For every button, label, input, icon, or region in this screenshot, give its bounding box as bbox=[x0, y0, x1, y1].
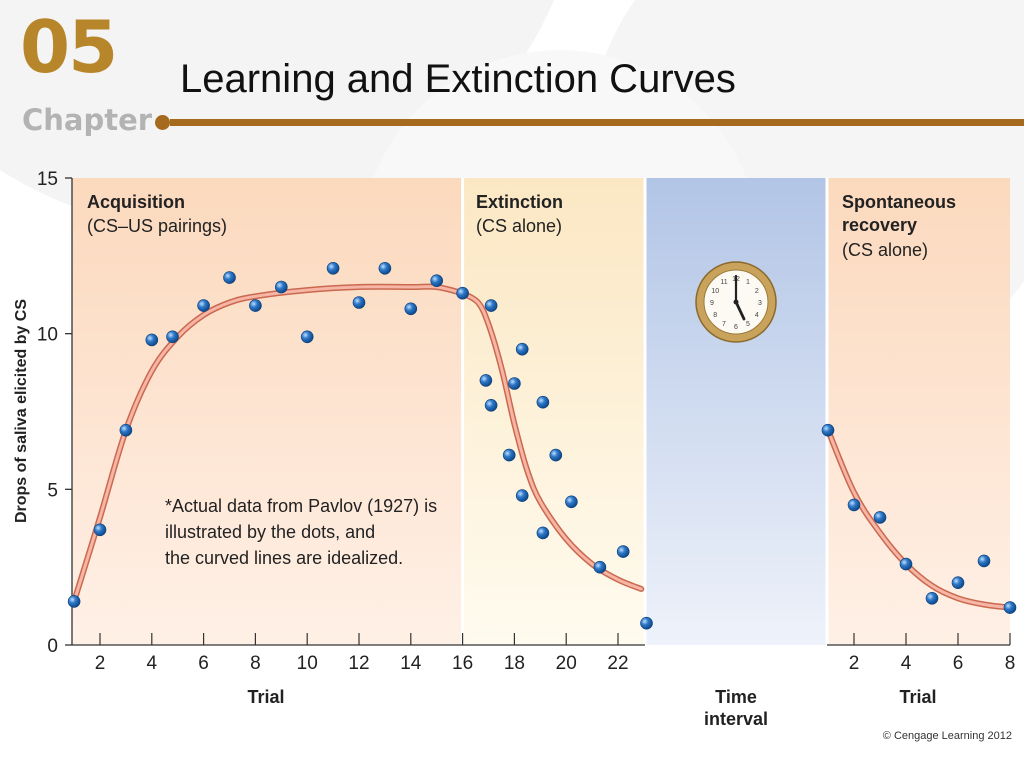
extinction-data-point bbox=[484, 398, 498, 412]
recovery-data-point bbox=[1003, 601, 1017, 614]
acquisition-data-point bbox=[197, 299, 210, 312]
recovery-data-point bbox=[951, 576, 965, 590]
title-rule bbox=[170, 119, 1024, 126]
extinction-data-point bbox=[616, 545, 630, 558]
x-tick-label: 4 bbox=[901, 653, 912, 674]
copyright-notice: © Cengage Learning 2012 bbox=[882, 730, 1012, 742]
acquisition-data-point bbox=[456, 286, 469, 300]
acquisition-data-point bbox=[274, 280, 288, 294]
clock-numeral: 7 bbox=[722, 321, 726, 328]
y-tick-label: 15 bbox=[37, 169, 58, 190]
x-tick-label: 22 bbox=[607, 653, 628, 674]
recovery-data-point bbox=[873, 511, 887, 524]
recovery-data-point bbox=[847, 498, 861, 512]
y-axis-title: Drops of saliva elicited by CS bbox=[13, 299, 30, 523]
x-tick-label: 20 bbox=[556, 653, 577, 674]
acquisition-data-point bbox=[404, 302, 418, 316]
clock-numeral: 4 bbox=[755, 312, 759, 319]
acquisition-data-point bbox=[67, 595, 81, 608]
recovery-data-point bbox=[821, 423, 835, 437]
x-tick-label: 8 bbox=[1005, 653, 1016, 674]
chapter-number: 05 bbox=[20, 5, 118, 89]
x-axis-title-trial-recovery: Trial bbox=[899, 687, 936, 707]
panel-label-recovery: Spontaneous bbox=[842, 192, 956, 212]
note-line: illustrated by the dots, and bbox=[165, 522, 375, 542]
extinction-data-point bbox=[502, 448, 516, 462]
title-rule-dot bbox=[155, 115, 170, 130]
x-tick-label: 14 bbox=[400, 653, 422, 674]
x-tick-label: 4 bbox=[147, 653, 158, 674]
clock-numeral: 11 bbox=[720, 279, 727, 286]
extinction-data-point bbox=[515, 489, 529, 502]
clock-numeral: 9 bbox=[710, 300, 714, 307]
clock-icon: 123456789101112 bbox=[695, 261, 777, 343]
x-tick-label: 16 bbox=[452, 653, 473, 674]
extinction-data-point bbox=[536, 395, 550, 409]
panel-sublabel-recovery: (CS alone) bbox=[842, 240, 928, 260]
note-line: the curved lines are idealized. bbox=[165, 548, 403, 568]
clock-numeral: 8 bbox=[713, 312, 717, 319]
time-interval-panel bbox=[645, 178, 827, 645]
panel-label-recovery: recovery bbox=[842, 215, 917, 235]
x-tick-label: 6 bbox=[953, 653, 964, 674]
x-axis-title-time: interval bbox=[704, 709, 768, 729]
recovery-data-point bbox=[899, 557, 913, 571]
acquisition-data-point bbox=[378, 261, 392, 275]
clock-numeral: 1 bbox=[746, 279, 750, 286]
acquisition-data-point bbox=[300, 330, 314, 344]
slide-title: Learning and Extinction Curves bbox=[180, 57, 736, 101]
extinction-data-point bbox=[565, 495, 578, 509]
acquisition-data-point bbox=[145, 333, 159, 347]
acquisition-panel bbox=[72, 178, 463, 645]
clock-numeral: 10 bbox=[711, 288, 719, 295]
y-tick-label: 0 bbox=[47, 636, 58, 657]
clock-numeral: 2 bbox=[755, 288, 759, 295]
extinction-data-point bbox=[515, 342, 529, 356]
extinction-data-point bbox=[640, 616, 653, 630]
x-tick-label: 10 bbox=[297, 653, 318, 674]
extinction-data-point bbox=[549, 448, 563, 462]
extinction-data-point bbox=[484, 299, 498, 312]
x-tick-label: 18 bbox=[504, 653, 525, 674]
extinction-data-point bbox=[593, 560, 607, 574]
recovery-panel bbox=[827, 178, 1010, 645]
acquisition-curve bbox=[72, 285, 465, 603]
acquisition-data-point bbox=[166, 330, 179, 344]
panel-label-extinction: Extinction bbox=[476, 192, 563, 212]
chapter-label: Chapter bbox=[22, 103, 153, 137]
acquisition-data-point bbox=[326, 261, 340, 275]
x-tick-label: 2 bbox=[849, 653, 860, 674]
x-axis-title-time: Time bbox=[715, 687, 757, 707]
panel-sublabel-extinction: (CS alone) bbox=[476, 216, 562, 236]
acquisition-data-point bbox=[249, 299, 262, 312]
note-line: *Actual data from Pavlov (1927) is bbox=[165, 496, 437, 516]
acquisition-data-point bbox=[119, 423, 133, 437]
extinction-data-point bbox=[479, 374, 493, 387]
x-tick-label: 2 bbox=[95, 653, 106, 674]
clock-hour-hand bbox=[734, 300, 746, 321]
y-tick-label: 10 bbox=[37, 325, 58, 346]
acquisition-data-point bbox=[352, 296, 366, 309]
y-tick-label: 5 bbox=[47, 480, 58, 501]
x-axis-title-trial: Trial bbox=[247, 687, 284, 707]
panel-sublabel-acquisition: (CS–US pairings) bbox=[87, 216, 227, 236]
extinction-panel bbox=[462, 178, 645, 645]
clock-numeral: 3 bbox=[758, 300, 762, 307]
recovery-data-point bbox=[977, 554, 991, 568]
x-tick-label: 8 bbox=[250, 653, 261, 674]
clock-numeral: 5 bbox=[746, 321, 750, 328]
panel-label-acquisition: Acquisition bbox=[87, 192, 185, 212]
acquisition-data-point bbox=[430, 274, 444, 288]
recovery-data-point bbox=[925, 591, 939, 605]
x-tick-label: 12 bbox=[348, 653, 369, 674]
x-tick-label: 6 bbox=[198, 653, 209, 674]
extinction-data-point bbox=[536, 526, 550, 540]
recovery-curve bbox=[826, 428, 1012, 610]
clock-center bbox=[733, 299, 739, 305]
clock-numeral: 6 bbox=[734, 324, 738, 331]
acquisition-data-point bbox=[223, 271, 236, 284]
acquisition-data-point bbox=[93, 523, 107, 537]
extinction-data-point bbox=[508, 377, 521, 390]
